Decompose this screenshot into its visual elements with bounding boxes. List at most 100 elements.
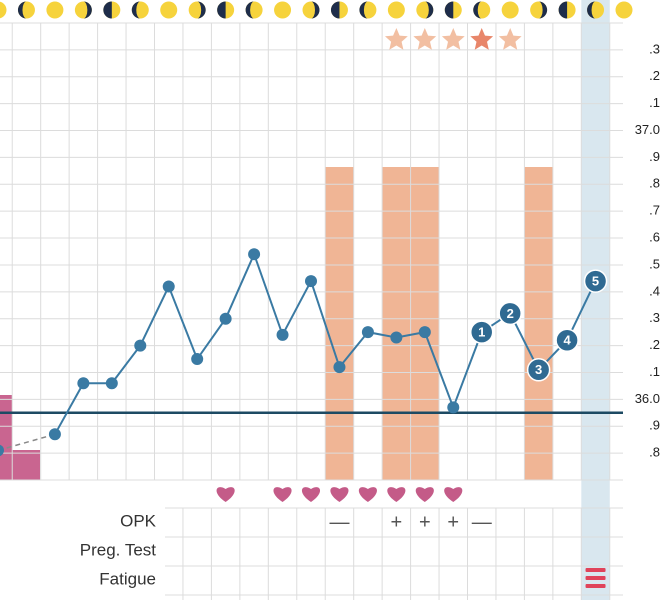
heart (387, 487, 406, 502)
line-segment (111, 344, 142, 384)
y-tick-label: .5 (649, 256, 660, 271)
temp-point (447, 401, 460, 414)
moon-shadow (131, 1, 141, 19)
moon-shadow (473, 1, 482, 19)
line-segment (253, 253, 284, 336)
moon-icon (501, 1, 519, 19)
y-tick-label: .2 (649, 68, 660, 83)
temp-point (219, 312, 232, 325)
fatigue-bar (585, 584, 606, 588)
opk-result: — (472, 511, 492, 533)
y-tick-label: 37.0 (635, 122, 660, 137)
fertile-bar (325, 167, 354, 480)
temp-point (526, 358, 551, 382)
heart (301, 487, 321, 502)
temp-point (390, 331, 403, 344)
star (498, 28, 522, 50)
moon-shadow (359, 1, 368, 19)
moon-shadow (558, 1, 568, 19)
line-segment (196, 318, 227, 360)
temp-point (276, 328, 289, 341)
temp-point (105, 377, 118, 390)
line-segment (167, 286, 199, 360)
y-tick-label: .1 (649, 95, 660, 110)
star (385, 28, 408, 50)
temp-point (418, 326, 431, 339)
temp-point (361, 326, 374, 339)
fatigue-bar (585, 568, 606, 572)
fertile-bar (410, 167, 440, 480)
line-segment (224, 253, 256, 320)
moon-shadow (538, 1, 548, 19)
fatigue-icon (585, 568, 606, 588)
moon-shadow (424, 1, 434, 19)
point-label: 5 (592, 274, 599, 289)
temp-point (333, 361, 346, 374)
moon-shadow (217, 1, 226, 19)
y-tick-label: .9 (649, 149, 660, 164)
moon-icon (160, 1, 178, 19)
y-tick-label: .4 (649, 283, 660, 298)
y-tick-label: .3 (649, 41, 660, 56)
heart (358, 487, 377, 502)
point-label: 4 (563, 333, 571, 348)
period-block (0, 395, 12, 480)
moon-shadow (311, 1, 320, 19)
temp-point (134, 339, 147, 352)
temp-point (248, 248, 261, 261)
y-tick-label: .2 (649, 337, 660, 352)
point-label: 3 (535, 362, 542, 377)
y-tick-label: .6 (649, 229, 660, 244)
y-tick-label: .1 (649, 364, 660, 379)
star (441, 28, 465, 50)
line-segment (452, 331, 483, 408)
heart (216, 487, 235, 502)
temp-point (469, 320, 494, 344)
fatigue-bar (585, 576, 606, 580)
fertile-bar (382, 167, 411, 480)
moon-shadow (444, 1, 454, 19)
moon-icon (0, 1, 7, 19)
line-segment (338, 331, 369, 368)
temp-point (305, 275, 317, 288)
y-tick-label: .8 (649, 445, 660, 460)
heart (273, 487, 292, 502)
temp-point (0, 444, 4, 457)
y-tick-label: .3 (649, 310, 660, 325)
moon-shadow (587, 1, 596, 19)
star (413, 28, 437, 50)
opk-result: + (391, 511, 403, 533)
dashed-segment (0, 433, 56, 451)
moon-icon (274, 1, 292, 19)
moon-icon (615, 1, 633, 19)
line-segment (281, 280, 312, 336)
moon-shadow (17, 1, 27, 19)
moon-shadow (245, 1, 255, 19)
moon-shadow (83, 1, 92, 19)
opk-result: + (447, 511, 459, 533)
temp-point (583, 269, 608, 293)
period-block (12, 450, 40, 480)
moon-shadow (103, 1, 112, 19)
temp-point (162, 280, 175, 293)
peak-star (470, 28, 494, 50)
point-label: 2 (507, 306, 514, 321)
line-segment (139, 286, 170, 347)
temp-point (498, 301, 522, 326)
temp-point (191, 353, 204, 366)
line-segment (423, 331, 455, 408)
point-label: 1 (478, 325, 485, 340)
heart (330, 487, 349, 502)
moon-icon (46, 1, 64, 19)
moon-icon (387, 1, 405, 19)
line-segment (310, 280, 341, 368)
heart (415, 487, 434, 502)
background-layer (0, 395, 40, 480)
opk-result: + (419, 511, 431, 533)
y-tick-label: .8 (649, 176, 660, 191)
opk-result: — (329, 511, 349, 533)
row-label: Fatigue (99, 569, 156, 588)
line-segment (54, 382, 85, 435)
temp-point (555, 328, 579, 352)
